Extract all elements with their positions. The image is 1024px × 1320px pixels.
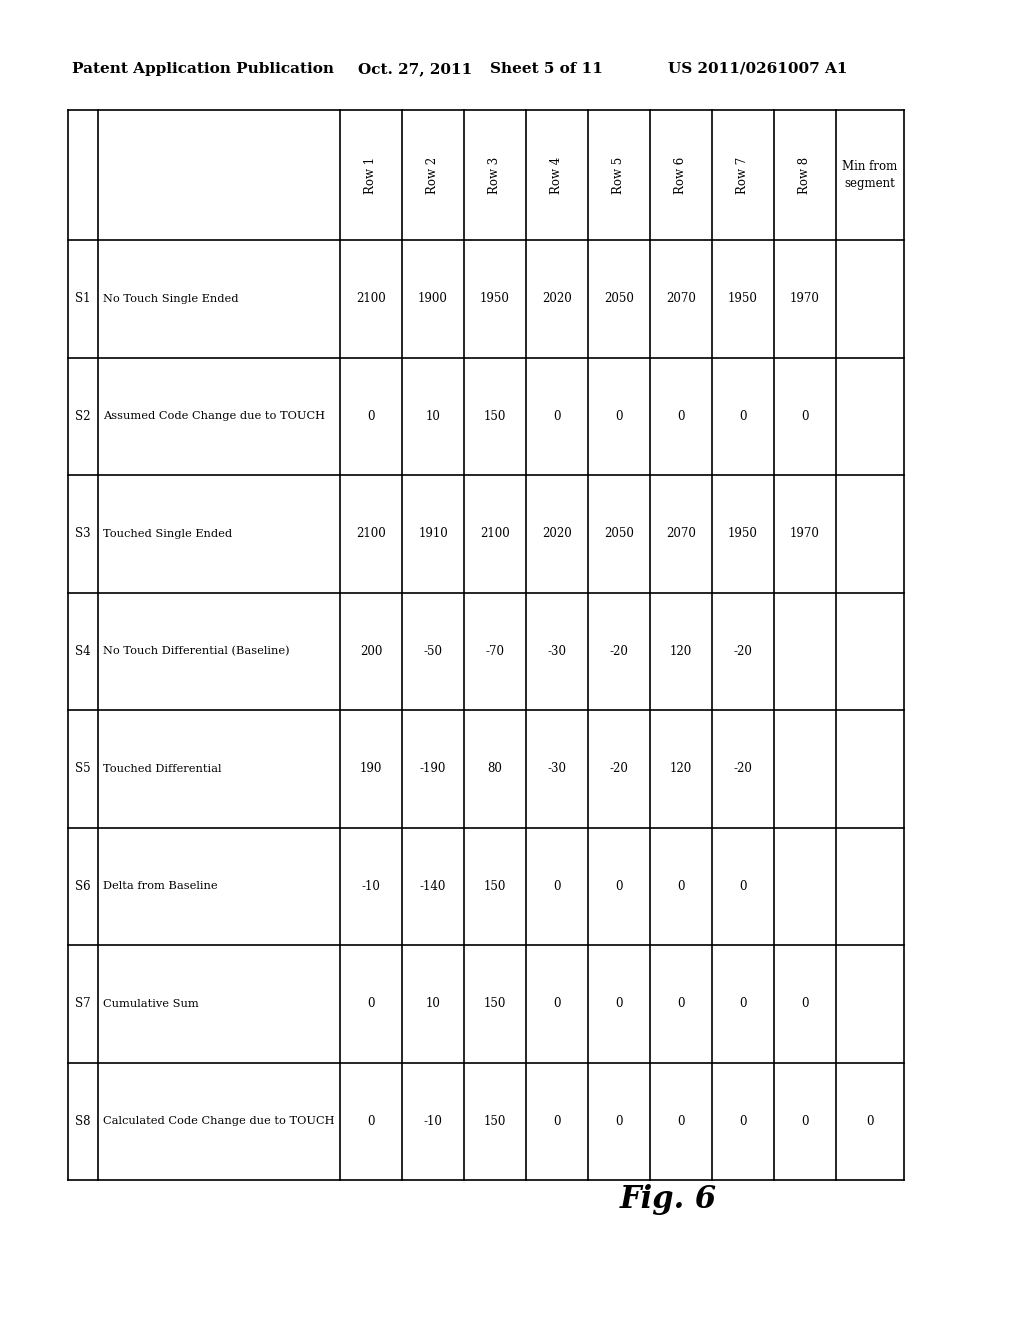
Text: 0: 0 xyxy=(801,1115,809,1127)
Text: S2: S2 xyxy=(75,409,91,422)
Text: 150: 150 xyxy=(483,879,506,892)
Text: S3: S3 xyxy=(75,527,91,540)
Text: 0: 0 xyxy=(615,997,623,1010)
Text: US 2011/0261007 A1: US 2011/0261007 A1 xyxy=(668,62,848,77)
Text: 0: 0 xyxy=(368,997,375,1010)
Text: S4: S4 xyxy=(75,644,91,657)
Text: Patent Application Publication: Patent Application Publication xyxy=(72,62,334,77)
Text: 2020: 2020 xyxy=(542,527,571,540)
Text: Touched Single Ended: Touched Single Ended xyxy=(103,529,232,539)
Text: 1950: 1950 xyxy=(728,527,758,540)
Text: 0: 0 xyxy=(615,879,623,892)
Text: Row 8: Row 8 xyxy=(799,157,811,194)
Text: Delta from Baseline: Delta from Baseline xyxy=(103,882,218,891)
Text: Touched Differential: Touched Differential xyxy=(103,764,221,774)
Text: 0: 0 xyxy=(677,409,685,422)
Text: 1950: 1950 xyxy=(480,292,510,305)
Text: Fig. 6: Fig. 6 xyxy=(620,1184,717,1214)
Text: -20: -20 xyxy=(733,644,753,657)
Text: 190: 190 xyxy=(359,762,382,775)
Text: Row 5: Row 5 xyxy=(612,156,626,194)
Text: Row 7: Row 7 xyxy=(736,156,750,194)
Text: -10: -10 xyxy=(361,879,381,892)
Text: -20: -20 xyxy=(733,762,753,775)
Text: 1970: 1970 xyxy=(791,527,820,540)
Text: No Touch Single Ended: No Touch Single Ended xyxy=(103,294,239,304)
Text: 120: 120 xyxy=(670,644,692,657)
Text: 0: 0 xyxy=(615,1115,623,1127)
Text: 2100: 2100 xyxy=(480,527,510,540)
Text: 1970: 1970 xyxy=(791,292,820,305)
Text: 1910: 1910 xyxy=(418,527,447,540)
Text: S7: S7 xyxy=(75,997,91,1010)
Text: Row 2: Row 2 xyxy=(427,157,439,194)
Text: 120: 120 xyxy=(670,762,692,775)
Text: 0: 0 xyxy=(739,1115,746,1127)
Text: 10: 10 xyxy=(426,997,440,1010)
Text: 0: 0 xyxy=(553,879,561,892)
Text: 0: 0 xyxy=(677,879,685,892)
Text: 0: 0 xyxy=(677,997,685,1010)
Text: Row 6: Row 6 xyxy=(675,156,687,194)
Text: -30: -30 xyxy=(548,644,566,657)
Text: 0: 0 xyxy=(739,409,746,422)
Text: -30: -30 xyxy=(548,762,566,775)
Text: 0: 0 xyxy=(553,997,561,1010)
Text: 10: 10 xyxy=(426,409,440,422)
Text: Oct. 27, 2011: Oct. 27, 2011 xyxy=(358,62,472,77)
Text: -20: -20 xyxy=(609,762,629,775)
Text: -140: -140 xyxy=(420,879,446,892)
Text: Row 4: Row 4 xyxy=(551,156,563,194)
Text: S6: S6 xyxy=(75,879,91,892)
Text: Assumed Code Change due to TOUCH: Assumed Code Change due to TOUCH xyxy=(103,412,325,421)
Text: -50: -50 xyxy=(424,644,442,657)
Text: 150: 150 xyxy=(483,1115,506,1127)
Text: 0: 0 xyxy=(677,1115,685,1127)
Text: 80: 80 xyxy=(487,762,503,775)
Text: Sheet 5 of 11: Sheet 5 of 11 xyxy=(490,62,603,77)
Text: 150: 150 xyxy=(483,997,506,1010)
Text: S5: S5 xyxy=(75,762,91,775)
Text: Min from
segment: Min from segment xyxy=(843,161,898,190)
Text: 2070: 2070 xyxy=(666,527,696,540)
Text: -190: -190 xyxy=(420,762,446,775)
Text: 2100: 2100 xyxy=(356,527,386,540)
Text: 2020: 2020 xyxy=(542,292,571,305)
Text: 200: 200 xyxy=(359,644,382,657)
Text: 0: 0 xyxy=(615,409,623,422)
Text: 1950: 1950 xyxy=(728,292,758,305)
Text: No Touch Differential (Baseline): No Touch Differential (Baseline) xyxy=(103,645,290,656)
Text: 1900: 1900 xyxy=(418,292,447,305)
Text: 0: 0 xyxy=(801,997,809,1010)
Text: 150: 150 xyxy=(483,409,506,422)
Text: -70: -70 xyxy=(485,644,505,657)
Text: Row 1: Row 1 xyxy=(365,157,378,194)
Text: 0: 0 xyxy=(739,997,746,1010)
Text: 2050: 2050 xyxy=(604,527,634,540)
Text: 2100: 2100 xyxy=(356,292,386,305)
Text: 0: 0 xyxy=(368,409,375,422)
Text: 0: 0 xyxy=(801,409,809,422)
Text: 0: 0 xyxy=(368,1115,375,1127)
Text: 0: 0 xyxy=(739,879,746,892)
Text: Cumulative Sum: Cumulative Sum xyxy=(103,999,199,1008)
Text: 0: 0 xyxy=(866,1115,873,1127)
Text: S8: S8 xyxy=(75,1115,91,1127)
Text: S1: S1 xyxy=(75,292,91,305)
Text: 0: 0 xyxy=(553,1115,561,1127)
Text: 2070: 2070 xyxy=(666,292,696,305)
Text: -10: -10 xyxy=(424,1115,442,1127)
Text: -20: -20 xyxy=(609,644,629,657)
Text: 2050: 2050 xyxy=(604,292,634,305)
Text: Row 3: Row 3 xyxy=(488,156,502,194)
Text: 0: 0 xyxy=(553,409,561,422)
Text: Calculated Code Change due to TOUCH: Calculated Code Change due to TOUCH xyxy=(103,1117,335,1126)
